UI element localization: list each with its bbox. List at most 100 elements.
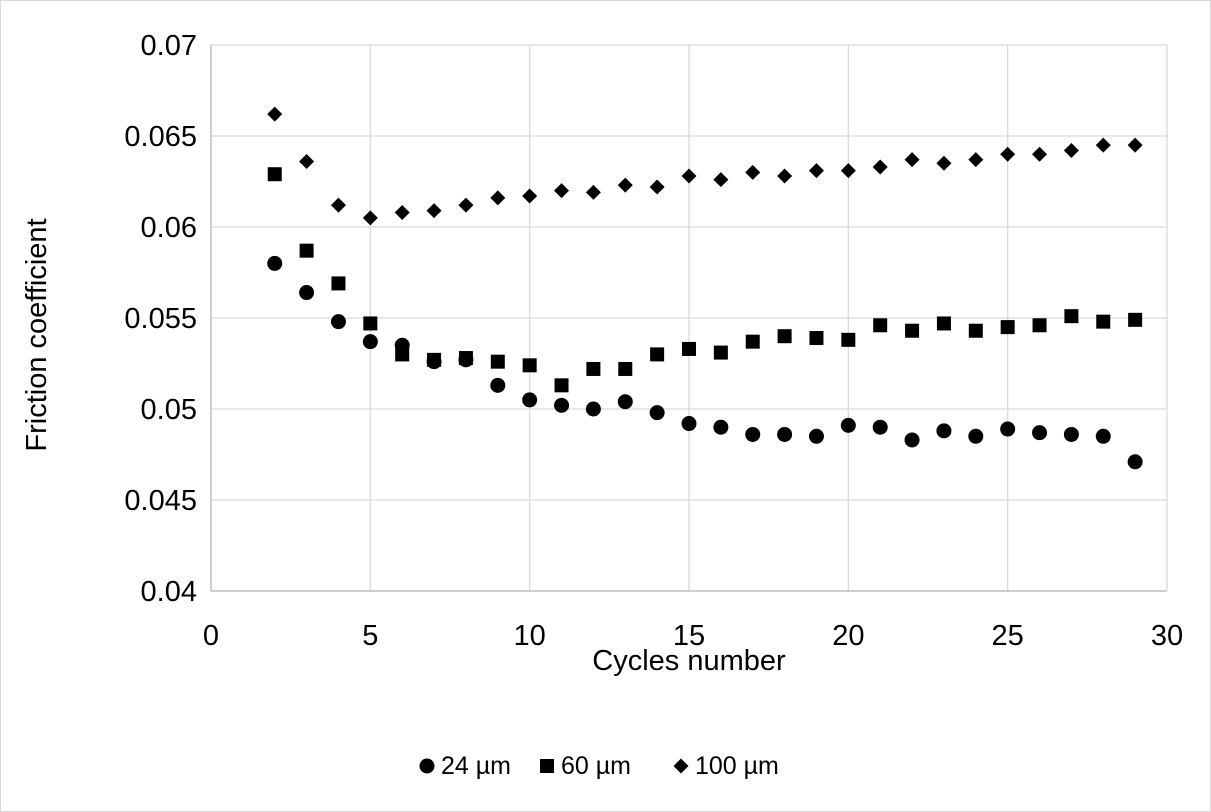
data-point-square — [777, 329, 792, 344]
data-point-square — [427, 352, 442, 367]
data-point-circle — [1095, 428, 1111, 444]
data-point-circle — [490, 377, 506, 393]
data-point-square — [618, 361, 633, 376]
data-point-square — [873, 318, 888, 333]
data-point-circle — [1032, 425, 1048, 441]
y-axis-title: Friction coefficient — [21, 218, 53, 451]
data-point-circle — [267, 255, 283, 271]
data-point-square — [968, 323, 983, 338]
legend-item: 60 µm — [540, 752, 631, 780]
data-point-circle — [1000, 421, 1016, 437]
legend: 24 µm 60 µm 100 µm — [419, 752, 779, 780]
data-point-diamond — [904, 152, 920, 168]
y-tick-label: 0.06 — [141, 212, 197, 244]
data-point-diamond — [394, 204, 410, 220]
data-point-diamond — [745, 164, 761, 180]
data-point-circle — [1127, 454, 1143, 470]
data-point-square — [682, 341, 696, 356]
data-point-circle — [936, 423, 952, 439]
data-point-square — [936, 316, 951, 331]
data-point-diamond — [777, 168, 793, 184]
data-point-diamond — [649, 179, 665, 195]
legend-label: 100 µm — [695, 752, 779, 780]
legend-marker-circle — [419, 758, 435, 774]
data-point-diamond — [522, 188, 538, 204]
data-point-diamond — [299, 153, 315, 169]
data-point-square — [1096, 314, 1111, 329]
x-tick-label: 10 — [514, 620, 546, 652]
axes — [210, 45, 1167, 592]
data-point-diamond — [872, 159, 888, 175]
data-point-square — [554, 378, 569, 393]
data-point-circle — [681, 416, 697, 432]
series-circle — [267, 255, 1143, 470]
data-point-diamond — [490, 190, 506, 206]
data-point-circle — [840, 417, 856, 433]
data-point-diamond — [968, 152, 984, 168]
data-point-square — [1032, 318, 1047, 333]
data-point-diamond — [617, 177, 633, 193]
data-point-circle — [585, 401, 601, 417]
data-point-diamond — [808, 163, 824, 179]
data-point-diamond — [681, 168, 697, 184]
data-point-circle — [362, 334, 378, 350]
data-point-circle — [299, 285, 315, 301]
data-point-circle — [522, 392, 538, 408]
data-point-circle — [872, 419, 888, 435]
data-point-circle — [808, 428, 824, 444]
data-point-square — [490, 354, 505, 369]
y-tick-label: 0.065 — [124, 121, 197, 153]
data-point-circle — [904, 432, 920, 448]
y-tick-label: 0.055 — [124, 303, 197, 335]
data-point-diamond — [1063, 143, 1079, 159]
y-tick-label: 0.05 — [141, 394, 197, 426]
legend-marker-square — [540, 759, 554, 773]
tick-labels: 0.04 0.045 0.05 0.055 0.06 0.065 0.07 0 5 10 15 20 2… — [124, 30, 1183, 652]
data-point-circle — [554, 397, 570, 413]
data-point-circle — [1063, 426, 1079, 442]
legend-label: 24 µm — [441, 752, 511, 780]
data-point-diamond — [330, 197, 346, 213]
legend-item: 100 µm — [673, 752, 779, 780]
y-tick-label: 0.045 — [124, 485, 197, 517]
data-point-square — [586, 361, 601, 376]
data-point-circle — [968, 428, 984, 444]
x-tick-label: 30 — [1151, 620, 1183, 652]
data-point-circle — [713, 419, 729, 435]
legend-marker-diamond — [673, 758, 689, 774]
data-point-diamond — [840, 163, 856, 179]
data-point-square — [841, 332, 856, 347]
data-point-diamond — [426, 203, 442, 219]
grid-lines — [211, 44, 1168, 591]
x-tick-label: 25 — [992, 620, 1024, 652]
data-point-square — [458, 351, 473, 366]
x-tick-label: 20 — [832, 620, 864, 652]
data-point-square — [713, 345, 728, 360]
x-tick-label: 0 — [203, 620, 219, 652]
series-square — [267, 167, 1143, 393]
data-point-diamond — [1000, 146, 1016, 162]
x-axis-title: Cycles number — [592, 645, 786, 677]
data-point-square — [650, 347, 665, 362]
data-point-square — [299, 243, 314, 258]
data-point-square — [267, 167, 282, 182]
data-point-diamond — [267, 106, 283, 122]
data-point-diamond — [362, 210, 378, 226]
x-tick-label: 15 — [673, 620, 705, 652]
data-point-circle — [617, 394, 633, 410]
data-point-diamond — [585, 184, 601, 200]
x-tick-label: 5 — [362, 620, 378, 652]
data-point-square — [395, 347, 410, 362]
data-point-diamond — [713, 172, 729, 188]
data-point-square — [905, 323, 920, 338]
data-point-square — [522, 358, 537, 373]
data-point-square — [363, 316, 378, 331]
data-point-diamond — [1127, 137, 1143, 153]
data-point-diamond — [1095, 137, 1111, 153]
data-point-circle — [777, 426, 793, 442]
data-point-circle — [745, 426, 761, 442]
data-point-diamond — [936, 155, 952, 171]
data-point-diamond — [458, 197, 474, 213]
